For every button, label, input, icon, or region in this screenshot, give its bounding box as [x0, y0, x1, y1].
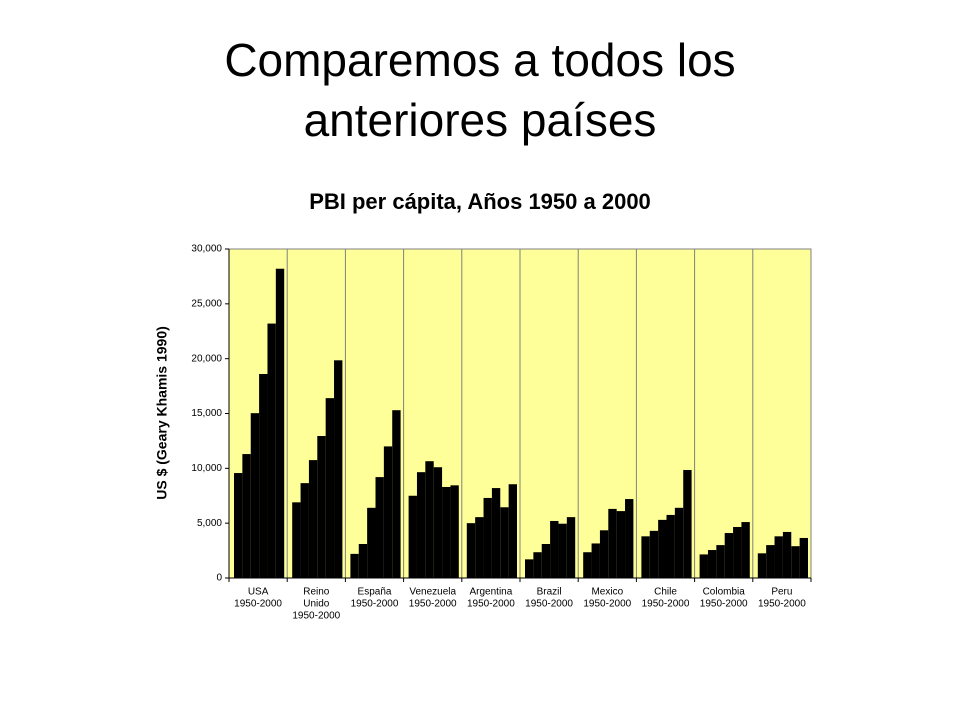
x-tick-label: USA — [248, 587, 269, 598]
x-tick-label: Colombia — [703, 587, 746, 598]
bar — [350, 553, 359, 578]
slide-title: Comparemos a todos los anteriores países — [224, 34, 736, 146]
bar — [608, 508, 617, 578]
x-tick-label: 1950-2000 — [583, 599, 631, 610]
bar — [500, 507, 509, 578]
bar — [558, 523, 567, 578]
y-tick-label: 20,000 — [191, 353, 222, 364]
bar — [599, 530, 609, 578]
bar — [383, 446, 393, 578]
bar — [724, 533, 734, 578]
y-tick-label: 30,000 — [191, 244, 222, 255]
chart-title: PBI per cápita, Años 1950 a 2000 — [309, 189, 651, 214]
x-tick-label: Chile — [654, 587, 677, 598]
bar — [475, 517, 484, 578]
bar — [566, 517, 576, 578]
y-tick-label: 5,000 — [197, 518, 222, 529]
x-tick-label: 1950-2000 — [467, 599, 515, 610]
bar — [292, 502, 301, 578]
bar — [583, 552, 592, 578]
x-tick-label: Mexico — [591, 587, 623, 598]
x-tick-label: Brazil — [537, 587, 562, 598]
x-tick-label: Argentina — [469, 587, 512, 598]
bar — [533, 552, 542, 578]
x-tick-label: 1950-2000 — [292, 611, 340, 622]
x-tick-label: Unido — [303, 599, 330, 610]
bar — [508, 484, 517, 578]
x-tick-label: 1950-2000 — [525, 599, 573, 610]
bar — [300, 483, 309, 578]
bar — [550, 520, 559, 578]
bar — [259, 374, 268, 578]
x-tick-label: Venezuela — [409, 587, 456, 598]
bar — [334, 360, 343, 578]
bar — [658, 519, 667, 578]
bar — [442, 486, 451, 578]
bar — [367, 507, 376, 578]
bar — [392, 410, 401, 578]
bar — [616, 511, 626, 578]
bar — [317, 435, 326, 578]
bar — [791, 546, 800, 578]
y-tick-label: 15,000 — [191, 408, 222, 419]
bar — [325, 398, 335, 578]
x-tick-label: 1950-2000 — [234, 599, 282, 610]
bar — [234, 473, 243, 578]
bar — [733, 527, 742, 578]
bar — [267, 323, 276, 578]
bar — [757, 553, 767, 578]
bar — [591, 543, 600, 578]
bar — [491, 488, 501, 578]
bar — [641, 536, 650, 578]
x-tick-label: 1950-2000 — [700, 599, 748, 610]
x-tick-label: 1950-2000 — [351, 599, 399, 610]
bar — [799, 537, 808, 578]
bar — [674, 507, 684, 578]
y-axis-label: US $ (Geary Khamis 1990) — [154, 326, 170, 500]
bar — [358, 544, 368, 578]
bar — [707, 550, 717, 578]
x-tick-label: 1950-2000 — [758, 599, 806, 610]
bar — [408, 495, 417, 578]
bar — [375, 477, 384, 578]
bar — [483, 497, 492, 578]
bar — [242, 454, 251, 578]
bar — [625, 499, 634, 578]
bar — [275, 268, 285, 578]
bar — [766, 545, 775, 578]
bar — [425, 461, 434, 578]
x-tick-label: 1950-2000 — [642, 599, 690, 610]
bar — [250, 413, 260, 578]
y-tick-label: 0 — [216, 573, 222, 584]
x-tick-label: España — [358, 587, 392, 598]
bar — [716, 545, 725, 578]
bar — [741, 522, 750, 578]
bar — [433, 467, 443, 578]
bar — [666, 514, 675, 578]
bar — [416, 472, 426, 578]
bar — [774, 536, 783, 578]
x-tick-label: Reino — [303, 587, 330, 598]
x-tick-label: Peru — [771, 587, 792, 598]
x-tick-label: 1950-2000 — [409, 599, 457, 610]
y-tick-label: 10,000 — [191, 463, 222, 474]
bar — [683, 469, 692, 578]
bar — [649, 530, 659, 578]
y-tick-label: 25,000 — [191, 298, 222, 309]
bar — [466, 523, 476, 578]
bar — [699, 554, 708, 578]
bar — [541, 544, 551, 578]
bar — [308, 460, 318, 578]
bar — [450, 485, 459, 578]
bar — [525, 559, 534, 578]
bar — [782, 531, 792, 578]
